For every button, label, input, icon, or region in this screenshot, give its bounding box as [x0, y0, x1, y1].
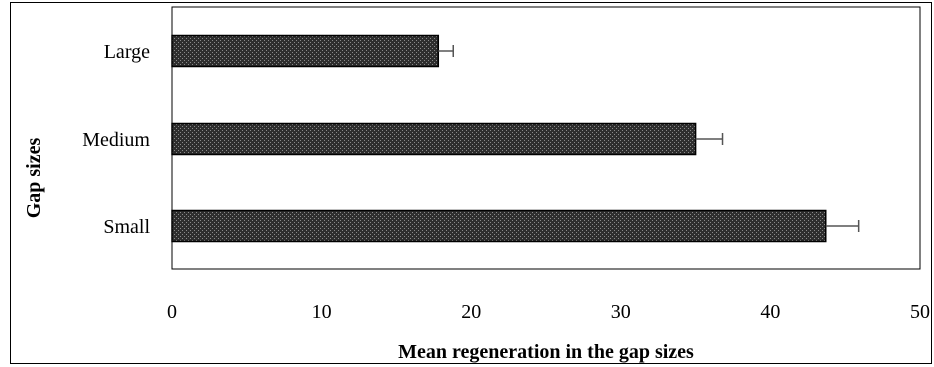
x-tick-label: 30	[611, 301, 631, 323]
y-tick-label: Small	[103, 216, 150, 238]
x-tick-label: 10	[312, 301, 332, 323]
y-tick-label: Medium	[82, 129, 150, 151]
x-tick-label: 50	[910, 301, 930, 323]
bar-small	[171, 209, 827, 243]
y-tick-label: Large	[104, 41, 150, 63]
x-tick-label: 0	[167, 301, 177, 323]
x-tick-label: 40	[760, 301, 780, 323]
y-axis-title: Gap sizes	[23, 138, 45, 219]
x-axis-title: Mean regeneration in the gap sizes	[398, 341, 694, 363]
bar-medium	[171, 122, 697, 156]
x-tick-label: 20	[461, 301, 481, 323]
chart-frame	[10, 2, 932, 364]
bar-large	[171, 34, 440, 68]
